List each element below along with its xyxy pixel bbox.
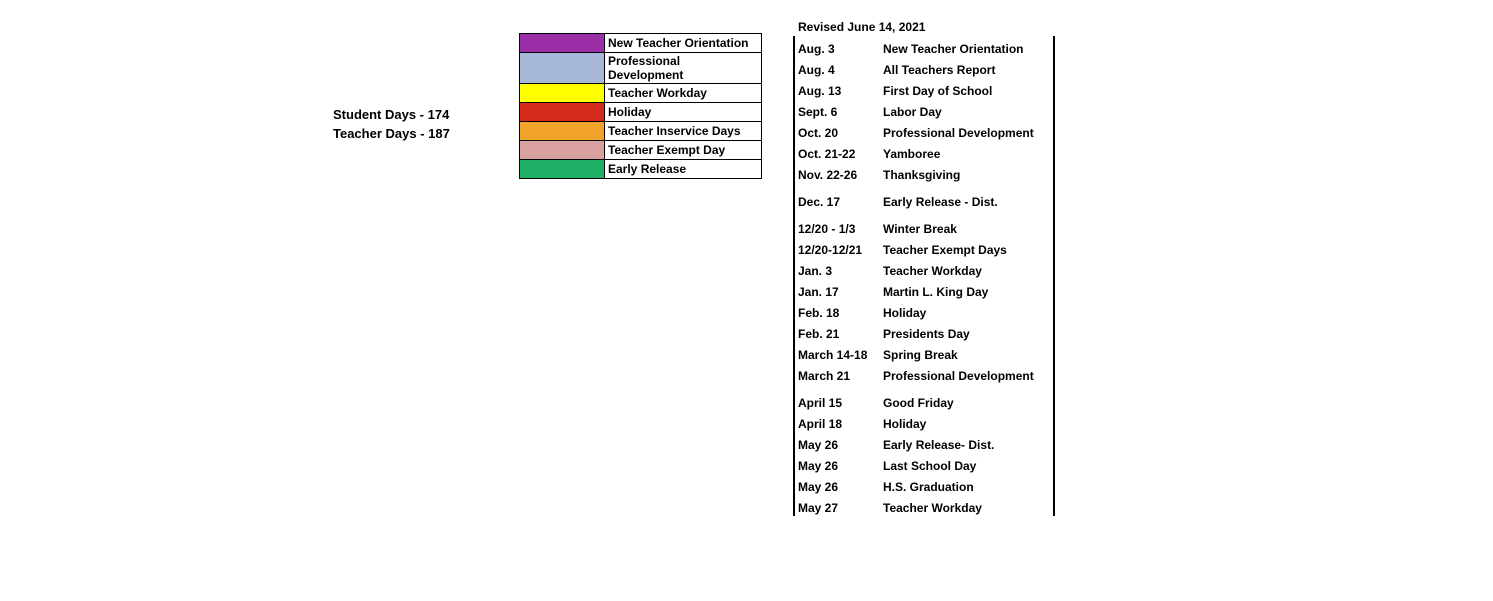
event-date: May 27 — [798, 501, 883, 515]
legend-swatch — [520, 122, 605, 141]
event-row: 12/20 - 1/3Winter Break — [798, 222, 1053, 236]
legend-swatch — [520, 103, 605, 122]
event-row: May 26Last School Day — [798, 459, 1053, 473]
event-date: Oct. 20 — [798, 126, 883, 140]
event-date: 12/20 - 1/3 — [798, 222, 883, 236]
event-desc: Martin L. King Day — [883, 285, 1053, 299]
event-date: 12/20-12/21 — [798, 243, 883, 257]
legend-label: Teacher Workday — [605, 84, 762, 103]
event-desc: Early Release - Dist. — [883, 195, 1053, 209]
event-row: March 14-18Spring Break — [798, 348, 1053, 362]
event-date: May 26 — [798, 480, 883, 494]
legend-label: Holiday — [605, 103, 762, 122]
event-row: Dec. 17Early Release - Dist. — [798, 195, 1053, 209]
event-date: March 21 — [798, 369, 883, 383]
event-date: Nov. 22-26 — [798, 168, 883, 182]
revised-date: Revised June 14, 2021 — [798, 20, 925, 34]
event-date: Oct. 21-22 — [798, 147, 883, 161]
event-row: May 27Teacher Workday — [798, 501, 1053, 515]
event-row: Oct. 20Professional Development — [798, 126, 1053, 140]
event-row: April 18Holiday — [798, 417, 1053, 431]
legend-label: Teacher Inservice Days — [605, 122, 762, 141]
event-desc: Presidents Day — [883, 327, 1053, 341]
event-date: Aug. 13 — [798, 84, 883, 98]
event-desc: Early Release- Dist. — [883, 438, 1053, 452]
event-date: April 18 — [798, 417, 883, 431]
legend-row: Teacher Exempt Day — [520, 141, 762, 160]
event-row: Feb. 18Holiday — [798, 306, 1053, 320]
legend-label: Professional Development — [605, 53, 762, 84]
event-desc: Professional Development — [883, 369, 1053, 383]
event-desc: Winter Break — [883, 222, 1053, 236]
legend-swatch — [520, 141, 605, 160]
teacher-days: Teacher Days - 187 — [333, 124, 450, 143]
event-row: April 15Good Friday — [798, 396, 1053, 410]
event-desc: Holiday — [883, 417, 1053, 431]
event-desc: Professional Development — [883, 126, 1053, 140]
event-row: Jan. 3Teacher Workday — [798, 264, 1053, 278]
event-desc: Yamboree — [883, 147, 1053, 161]
legend-row: New Teacher Orientation — [520, 34, 762, 53]
legend-swatch — [520, 84, 605, 103]
legend-label: Early Release — [605, 160, 762, 179]
event-desc: All Teachers Report — [883, 63, 1053, 77]
event-date: April 15 — [798, 396, 883, 410]
event-date: Sept. 6 — [798, 105, 883, 119]
legend-swatch — [520, 160, 605, 179]
event-date: Feb. 21 — [798, 327, 883, 341]
event-row: Sept. 6Labor Day — [798, 105, 1053, 119]
events-list: Aug. 3New Teacher OrientationAug. 4All T… — [798, 42, 1053, 522]
legend-label: Teacher Exempt Day — [605, 141, 762, 160]
student-days: Student Days - 174 — [333, 105, 450, 124]
event-row: Nov. 22-26Thanksgiving — [798, 168, 1053, 182]
legend-table: New Teacher OrientationProfessional Deve… — [519, 33, 762, 179]
event-desc: Spring Break — [883, 348, 1053, 362]
legend-label: New Teacher Orientation — [605, 34, 762, 53]
event-date: May 26 — [798, 459, 883, 473]
event-desc: H.S. Graduation — [883, 480, 1053, 494]
legend-swatch — [520, 53, 605, 84]
legend-swatch — [520, 34, 605, 53]
event-desc: First Day of School — [883, 84, 1053, 98]
event-row: Jan. 17Martin L. King Day — [798, 285, 1053, 299]
event-date: May 26 — [798, 438, 883, 452]
legend-row: Professional Development — [520, 53, 762, 84]
event-desc: Labor Day — [883, 105, 1053, 119]
event-desc: Teacher Workday — [883, 264, 1053, 278]
event-desc: New Teacher Orientation — [883, 42, 1053, 56]
event-date: March 14-18 — [798, 348, 883, 362]
event-row: Oct. 21-22Yamboree — [798, 147, 1053, 161]
event-row: March 21Professional Development — [798, 369, 1053, 383]
event-desc: Teacher Exempt Days — [883, 243, 1053, 257]
event-row: Aug. 4All Teachers Report — [798, 63, 1053, 77]
day-counts: Student Days - 174 Teacher Days - 187 — [333, 105, 450, 143]
legend-row: Teacher Workday — [520, 84, 762, 103]
event-desc: Thanksgiving — [883, 168, 1053, 182]
event-desc: Last School Day — [883, 459, 1053, 473]
legend-row: Teacher Inservice Days — [520, 122, 762, 141]
legend-row: Early Release — [520, 160, 762, 179]
event-row: Aug. 3New Teacher Orientation — [798, 42, 1053, 56]
event-row: 12/20-12/21Teacher Exempt Days — [798, 243, 1053, 257]
event-date: Dec. 17 — [798, 195, 883, 209]
legend-row: Holiday — [520, 103, 762, 122]
event-desc: Good Friday — [883, 396, 1053, 410]
event-date: Aug. 4 — [798, 63, 883, 77]
event-date: Aug. 3 — [798, 42, 883, 56]
event-desc: Holiday — [883, 306, 1053, 320]
event-row: Aug. 13First Day of School — [798, 84, 1053, 98]
event-row: Feb. 21Presidents Day — [798, 327, 1053, 341]
event-date: Feb. 18 — [798, 306, 883, 320]
event-date: Jan. 17 — [798, 285, 883, 299]
event-row: May 26Early Release- Dist. — [798, 438, 1053, 452]
event-row: May 26H.S. Graduation — [798, 480, 1053, 494]
event-desc: Teacher Workday — [883, 501, 1053, 515]
event-date: Jan. 3 — [798, 264, 883, 278]
